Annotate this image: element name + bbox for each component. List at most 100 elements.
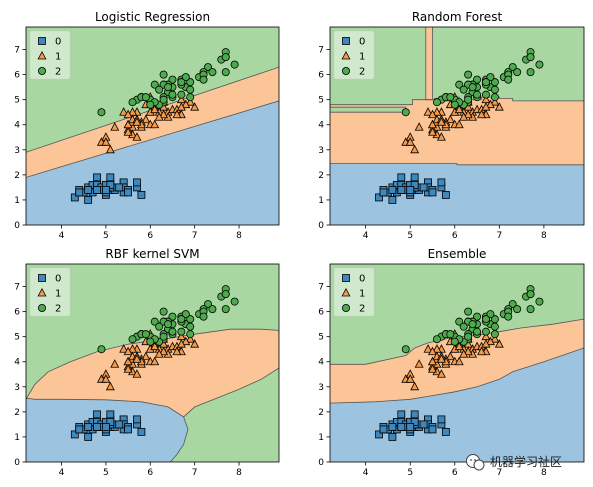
point-class-2 xyxy=(208,68,217,77)
point-class-1 xyxy=(150,104,160,114)
point-class-1 xyxy=(481,339,491,348)
point-class-2 xyxy=(128,98,137,107)
point-class-0 xyxy=(106,180,115,189)
point-class-2 xyxy=(150,317,159,326)
point-class-1 xyxy=(123,356,133,366)
legend-label-0: 0 xyxy=(359,37,365,48)
y-tick-label: 1 xyxy=(318,196,324,206)
point-class-1 xyxy=(101,137,111,146)
point-class-1 xyxy=(405,374,415,383)
point-class-2 xyxy=(186,322,195,331)
point-class-2 xyxy=(473,90,482,99)
x-tick-label: 4 xyxy=(363,468,369,478)
legend-marker-2 xyxy=(341,303,350,312)
point-class-2 xyxy=(199,75,208,84)
point-class-2 xyxy=(473,327,482,336)
point-class-2 xyxy=(535,297,544,306)
legend-box xyxy=(333,267,375,317)
point-class-2 xyxy=(459,322,468,331)
point-class-0 xyxy=(388,196,397,204)
legend-marker-0 xyxy=(342,37,350,45)
y-tick-label: 2 xyxy=(318,408,324,418)
point-class-0 xyxy=(93,423,101,431)
point-class-1 xyxy=(454,119,464,129)
point-class-1 xyxy=(436,369,446,378)
point-class-1 xyxy=(490,97,500,106)
boundary-strip xyxy=(425,27,433,101)
legend-label-1: 1 xyxy=(359,52,365,63)
point-class-1 xyxy=(494,339,504,348)
point-class-0 xyxy=(397,423,406,431)
point-class-1 xyxy=(454,104,464,114)
point-class-1 xyxy=(485,336,495,346)
legend-marker-1 xyxy=(37,287,47,297)
point-class-1 xyxy=(172,346,182,356)
point-class-2 xyxy=(450,337,459,346)
point-class-0 xyxy=(428,188,437,197)
point-class-1 xyxy=(132,132,142,141)
legend-box xyxy=(333,30,375,80)
point-class-0 xyxy=(84,196,93,204)
point-class-2 xyxy=(168,90,177,99)
point-class-1 xyxy=(428,356,437,366)
y-tick-label: 3 xyxy=(318,383,324,393)
y-tick-label: 3 xyxy=(318,146,324,156)
region-class-1-strip xyxy=(425,27,433,100)
point-class-2 xyxy=(177,78,186,87)
y-tick-label: 0 xyxy=(318,221,324,231)
point-class-0 xyxy=(379,425,388,434)
point-class-2 xyxy=(221,305,230,314)
scatter-points xyxy=(70,48,239,204)
point-class-1 xyxy=(190,102,200,111)
point-class-0 xyxy=(115,183,124,192)
subplot-title: Random Forest xyxy=(412,10,503,24)
point-class-2 xyxy=(221,290,230,299)
point-class-0 xyxy=(419,183,428,192)
x-tick-label: 5 xyxy=(407,468,413,478)
point-class-2 xyxy=(446,330,455,339)
point-class-2 xyxy=(230,60,239,69)
legend-marker-2 xyxy=(341,67,350,76)
point-class-1 xyxy=(150,341,160,351)
legend-marker-1 xyxy=(341,50,351,60)
axes-frame xyxy=(25,263,280,463)
legend: 0 1 2 xyxy=(29,30,71,80)
point-class-2 xyxy=(146,100,155,109)
point-class-0 xyxy=(101,423,110,431)
point-class-1 xyxy=(132,117,142,126)
point-class-1 xyxy=(428,127,437,136)
point-class-0 xyxy=(124,425,132,434)
point-class-0 xyxy=(441,428,450,436)
legend-marker-2 xyxy=(38,67,47,76)
point-class-1 xyxy=(132,369,142,378)
point-class-0 xyxy=(379,188,388,197)
y-tick-label: 2 xyxy=(318,171,324,181)
axes-frame xyxy=(25,26,280,226)
boundary-1-2 xyxy=(26,328,279,418)
point-class-1 xyxy=(101,374,111,383)
subplot-4: 4 5 6 7 8 0 1 2 3 4 5 6 7 Ensemble 0 1 2 xyxy=(318,247,585,478)
point-class-1 xyxy=(154,112,164,121)
point-class-1 xyxy=(414,122,424,131)
x-tick-label: 8 xyxy=(541,231,547,241)
x-tick-label: 6 xyxy=(452,468,458,478)
scatter-points xyxy=(375,48,544,204)
point-class-2 xyxy=(432,98,441,107)
point-class-1 xyxy=(428,119,437,129)
point-class-1 xyxy=(119,344,129,353)
point-class-1 xyxy=(410,144,420,154)
point-class-0 xyxy=(388,433,397,441)
point-class-1 xyxy=(141,114,151,124)
point-class-0 xyxy=(441,191,450,199)
region-class-0 xyxy=(330,163,584,225)
point-class-0 xyxy=(137,428,146,436)
point-class-2 xyxy=(177,90,186,99)
point-class-1 xyxy=(436,132,446,141)
point-class-2 xyxy=(159,70,168,79)
point-class-1 xyxy=(141,351,151,361)
y-tick-label: 1 xyxy=(14,433,20,443)
point-class-0 xyxy=(437,415,446,424)
boundary-0-1 xyxy=(26,100,279,178)
point-class-0 xyxy=(397,186,406,194)
point-class-2 xyxy=(481,90,490,99)
